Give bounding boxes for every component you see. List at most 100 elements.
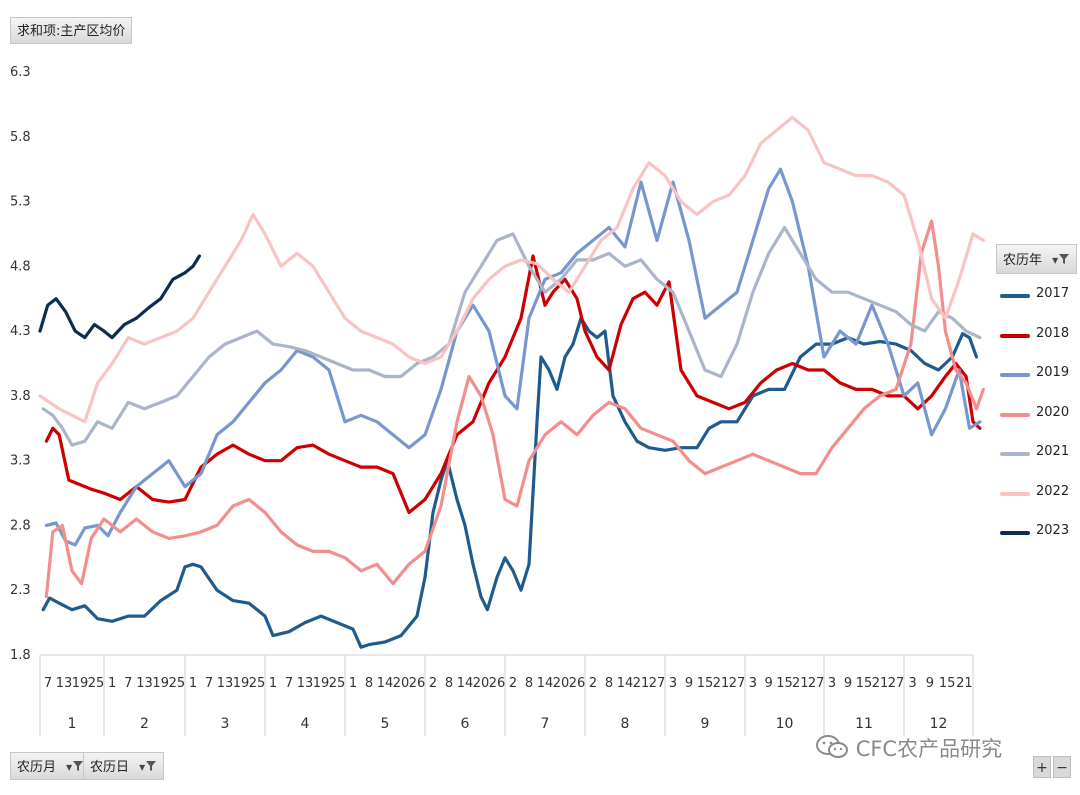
y-tick-label: 1.8	[10, 648, 31, 663]
x-day-tick-label: 1	[349, 676, 357, 691]
legend-label: 2019	[1036, 365, 1070, 380]
legend-swatch	[1000, 531, 1030, 535]
x-day-tick-label: 20	[553, 676, 570, 691]
x-month-label: 12	[930, 716, 948, 732]
y-tick-label: 3.8	[10, 389, 31, 404]
x-day-tick-label: 19	[233, 676, 250, 691]
legend-swatch	[1000, 491, 1030, 496]
x-month-label: 4	[301, 716, 310, 732]
series-line-2017	[41, 316, 979, 649]
filter-dropdown-icon[interactable]: ▾	[66, 753, 84, 781]
series-layer	[38, 115, 986, 649]
x-month-label: 9	[701, 716, 710, 732]
y-tick-label: 5.8	[10, 130, 31, 145]
x-day-tick-label: 14	[617, 676, 634, 691]
x-day-tick-label: 3	[908, 676, 916, 691]
y-axis: 6.3 5.8 5.3 4.8 4.3 3.8 3.3 2.8 2.3 1.8	[10, 65, 31, 663]
x-day-tick-label: 27	[729, 676, 746, 691]
x-day-tick-label: 26	[409, 676, 426, 691]
wechat-icon	[815, 735, 856, 761]
x-day-tick-label: 9	[685, 676, 693, 691]
x-day-tick-label: 27	[808, 676, 825, 691]
y-tick-label: 5.3	[10, 195, 31, 210]
legend-label: 2022	[1036, 483, 1070, 499]
x-day-tick-label: 3	[749, 676, 757, 691]
y-tick-label: 6.3	[10, 65, 31, 80]
row-field-button-day[interactable]: 农历日 ▾	[83, 752, 165, 781]
x-day-tick-label: 25	[88, 676, 105, 691]
row-field-button-month[interactable]: 农历月 ▾	[10, 752, 92, 781]
series-line-2019	[44, 167, 982, 547]
x-month-label: 10	[776, 716, 794, 732]
x-day-tick-label: 19	[313, 676, 330, 691]
x-day-tick-label: 14	[537, 676, 554, 691]
x-day-tick-label: 3	[669, 676, 677, 691]
x-day-tick-label: 13	[217, 676, 234, 691]
x-day-tick-label: 13	[136, 676, 153, 691]
x-day-tick-label: 26	[569, 676, 586, 691]
x-day-tick-label: 2	[429, 676, 437, 691]
watermark-text: CFC农产品研究	[855, 737, 1003, 761]
x-day-tick-label: 19	[152, 676, 169, 691]
x-day-tick-label: 21	[956, 676, 973, 691]
x-day-tick-label: 25	[169, 676, 186, 691]
x-day-tick-label: 15	[856, 676, 873, 691]
x-month-label: 2	[140, 716, 149, 732]
y-tick-label: 2.8	[10, 518, 31, 533]
x-day-tick-label: 9	[765, 676, 773, 691]
legend-field-button[interactable]: 农历年 ▾	[996, 244, 1078, 275]
legend-label: 2017	[1036, 286, 1070, 301]
collapse-button[interactable]: −	[1053, 756, 1071, 778]
x-month-label: 11	[855, 716, 873, 732]
x-day-tick-label: 25	[329, 676, 346, 691]
filter-dropdown-icon[interactable]: ▾	[139, 753, 157, 781]
x-day-tick-label: 1	[108, 676, 116, 691]
x-day-tick-label: 7	[124, 676, 132, 691]
x-day-tick-label: 1	[189, 676, 197, 691]
x-day-tick-label: 8	[445, 676, 453, 691]
row-field-label-day: 农历日	[90, 760, 130, 775]
legend-swatch	[1000, 452, 1030, 456]
x-month-label: 7	[541, 716, 550, 732]
expand-button[interactable]: +	[1033, 756, 1051, 778]
x-day-tick-label: 19	[72, 676, 89, 691]
x-day-tick-label: 27	[649, 676, 666, 691]
x-day-tick-label: 1	[269, 676, 277, 691]
legend-swatch	[1000, 333, 1030, 338]
x-day-tick-label: 2	[589, 676, 597, 691]
x-month-label: 6	[461, 716, 470, 732]
x-day-tick-label: 15	[697, 676, 714, 691]
x-day-tick-label: 13	[297, 676, 314, 691]
x-day-tick-label: 26	[489, 676, 506, 691]
x-day-tick-label: 15	[939, 676, 956, 691]
x-day-tick-label: 20	[393, 676, 410, 691]
value-field-button[interactable]: 求和项:主产区均价	[10, 17, 133, 44]
x-day-tick-label: 8	[525, 676, 533, 691]
x-day-tick-label: 25	[249, 676, 266, 691]
legend-label: 2021	[1036, 444, 1070, 459]
value-field-label: 求和项:主产区均价	[17, 24, 126, 39]
x-day-tick-label: 14	[377, 676, 394, 691]
x-day-tick-label: 21	[792, 676, 809, 691]
legend-swatch	[1000, 412, 1030, 417]
x-day-tick-label: 8	[365, 676, 373, 691]
y-tick-label: 4.8	[10, 259, 31, 274]
row-field-label-month: 农历月	[17, 760, 57, 775]
legend-label: 2020	[1036, 404, 1070, 420]
watermark: CFC农产品研究	[815, 733, 1002, 763]
x-day-tick-label: 15	[776, 676, 793, 691]
legend-label: 2023	[1036, 523, 1070, 538]
series-line-2022	[38, 115, 986, 424]
legend-field-label: 农历年	[1003, 253, 1043, 268]
filter-dropdown-icon[interactable]: ▾	[1052, 245, 1070, 275]
x-day-tick-label: 7	[205, 676, 213, 691]
series-line-2021	[41, 225, 982, 447]
x-day-tick-label: 20	[473, 676, 490, 691]
x-day-tick-label: 13	[56, 676, 73, 691]
y-tick-label: 2.3	[10, 583, 31, 598]
x-month-label: 5	[381, 716, 390, 732]
y-tick-label: 4.3	[10, 324, 31, 339]
x-day-tick-label: 14	[457, 676, 474, 691]
